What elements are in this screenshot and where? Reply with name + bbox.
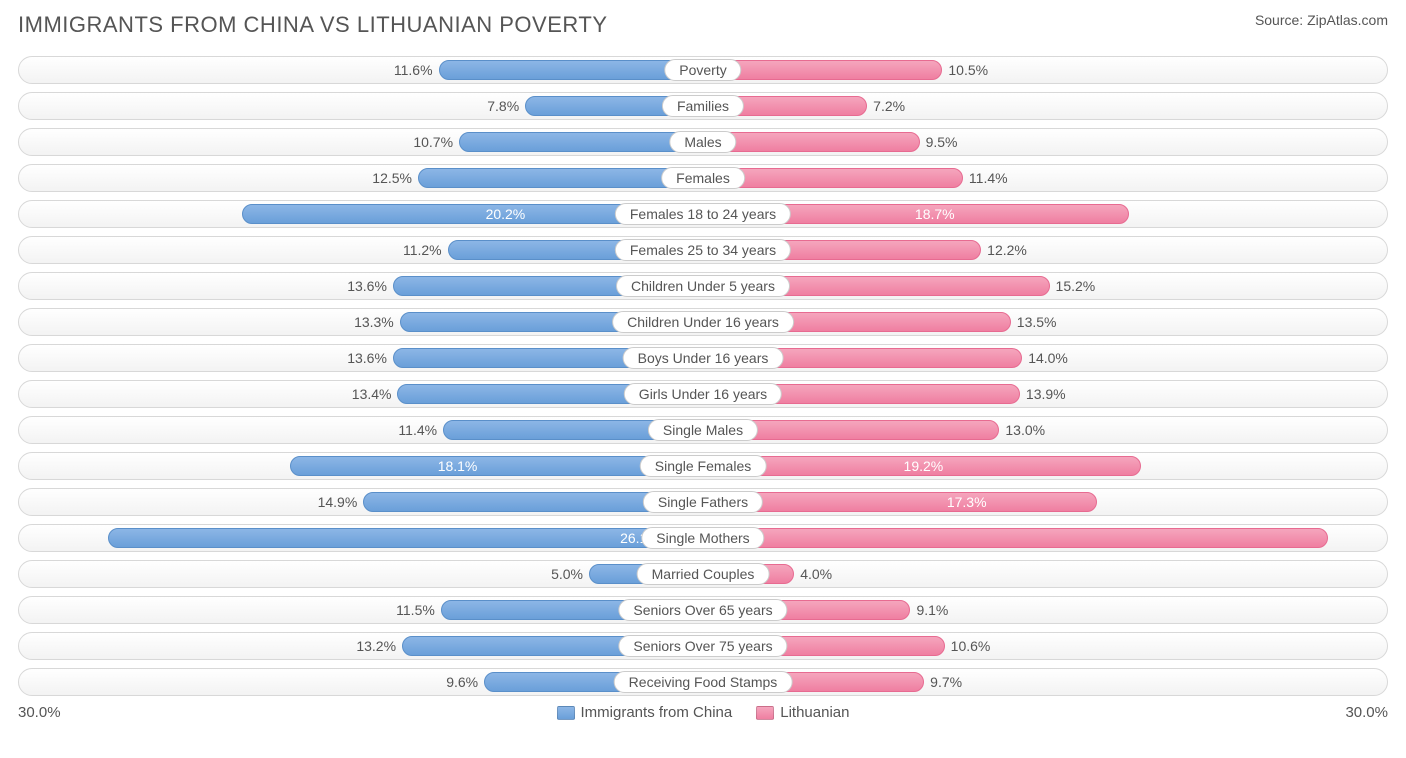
chart-row: 13.6% 14.0% Boys Under 16 years bbox=[18, 344, 1388, 372]
value-right: 11.4% bbox=[963, 165, 1014, 191]
value-right: 7.2% bbox=[867, 93, 911, 119]
value-right: 17.3% bbox=[941, 489, 993, 515]
value-left: 11.5% bbox=[390, 597, 441, 623]
value-right: 9.5% bbox=[920, 129, 964, 155]
diverging-bar-chart: 11.6% 10.5% Poverty 7.8% 7.2% Families 10.7% 9.… bbox=[18, 56, 1388, 696]
value-right: 18.7% bbox=[909, 201, 961, 227]
chart-row: 26.1%27.4%Single Mothers bbox=[18, 524, 1388, 552]
category-label: Married Couples bbox=[637, 563, 770, 585]
chart-row: 11.6% 10.5% Poverty bbox=[18, 56, 1388, 84]
value-right: 9.7% bbox=[924, 669, 968, 695]
chart-row: 14.9% 17.3% Single Fathers bbox=[18, 488, 1388, 516]
legend-item-left: Immigrants from China bbox=[557, 704, 733, 721]
category-label: Males bbox=[669, 131, 736, 153]
chart-row: 11.2% 12.2% Females 25 to 34 years bbox=[18, 236, 1388, 264]
value-left: 13.6% bbox=[341, 345, 393, 371]
category-label: Families bbox=[662, 95, 744, 117]
category-label: Seniors Over 65 years bbox=[618, 599, 787, 621]
chart-row: 13.4% 13.9% Girls Under 16 years bbox=[18, 380, 1388, 408]
category-label: Females bbox=[661, 167, 745, 189]
legend-swatch-right bbox=[756, 706, 774, 720]
value-right: 10.5% bbox=[942, 57, 994, 83]
bar-right bbox=[703, 528, 1328, 548]
chart-row: 5.0% 4.0% Married Couples bbox=[18, 560, 1388, 588]
value-left: 13.6% bbox=[341, 273, 393, 299]
chart-row: 11.4% 13.0% Single Males bbox=[18, 416, 1388, 444]
value-right: 10.6% bbox=[945, 633, 997, 659]
chart-row: 13.3% 13.5% Children Under 16 years bbox=[18, 308, 1388, 336]
value-right: 15.2% bbox=[1050, 273, 1102, 299]
category-label: Seniors Over 75 years bbox=[618, 635, 787, 657]
legend-label-left: Immigrants from China bbox=[581, 704, 733, 721]
value-left: 20.2% bbox=[480, 201, 532, 227]
value-right: 12.2% bbox=[981, 237, 1033, 263]
value-left: 14.9% bbox=[312, 489, 364, 515]
chart-row: 9.6% 9.7% Receiving Food Stamps bbox=[18, 668, 1388, 696]
value-right: 13.9% bbox=[1020, 381, 1072, 407]
category-label: Boys Under 16 years bbox=[623, 347, 784, 369]
legend-swatch-left bbox=[557, 706, 575, 720]
category-label: Single Females bbox=[640, 455, 767, 477]
source-label: Source: bbox=[1255, 12, 1303, 28]
category-label: Females 25 to 34 years bbox=[615, 239, 791, 261]
header: IMMIGRANTS FROM CHINA VS LITHUANIAN POVE… bbox=[18, 12, 1388, 38]
chart-row: 13.2% 10.6% Seniors Over 75 years bbox=[18, 632, 1388, 660]
page-title: IMMIGRANTS FROM CHINA VS LITHUANIAN POVE… bbox=[18, 12, 608, 38]
value-right: 14.0% bbox=[1022, 345, 1074, 371]
category-label: Females 18 to 24 years bbox=[615, 203, 791, 225]
category-label: Poverty bbox=[664, 59, 741, 81]
chart-row: 18.1% 19.2% Single Females bbox=[18, 452, 1388, 480]
value-left: 18.1% bbox=[432, 453, 484, 479]
value-left: 13.2% bbox=[350, 633, 402, 659]
category-label: Single Mothers bbox=[641, 527, 764, 549]
value-right: 13.0% bbox=[999, 417, 1051, 443]
legend-label-right: Lithuanian bbox=[780, 704, 849, 721]
chart-row: 11.5% 9.1% Seniors Over 65 years bbox=[18, 596, 1388, 624]
value-left: 11.6% bbox=[388, 57, 439, 83]
source: Source: ZipAtlas.com bbox=[1255, 12, 1388, 28]
value-left: 5.0% bbox=[545, 561, 589, 587]
category-label: Girls Under 16 years bbox=[624, 383, 782, 405]
value-left: 10.7% bbox=[407, 129, 459, 155]
value-right: 4.0% bbox=[794, 561, 838, 587]
axis-max-right: 30.0% bbox=[1345, 704, 1388, 721]
category-label: Children Under 5 years bbox=[616, 275, 790, 297]
category-label: Children Under 16 years bbox=[612, 311, 794, 333]
chart-row: 13.6% 15.2% Children Under 5 years bbox=[18, 272, 1388, 300]
chart-row: 12.5% 11.4% Females bbox=[18, 164, 1388, 192]
value-right: 9.1% bbox=[910, 597, 954, 623]
value-left: 9.6% bbox=[440, 669, 484, 695]
value-left: 11.4% bbox=[392, 417, 443, 443]
category-label: Receiving Food Stamps bbox=[614, 671, 793, 693]
value-left: 12.5% bbox=[366, 165, 418, 191]
bar-left bbox=[459, 132, 703, 152]
chart-row: 7.8% 7.2% Families bbox=[18, 92, 1388, 120]
value-left: 13.4% bbox=[346, 381, 398, 407]
value-right: 13.5% bbox=[1011, 309, 1063, 335]
value-left: 13.3% bbox=[348, 309, 400, 335]
chart-row: 10.7% 9.5% Males bbox=[18, 128, 1388, 156]
value-left: 11.2% bbox=[397, 237, 448, 263]
chart-row: 20.2% 18.7% Females 18 to 24 years bbox=[18, 200, 1388, 228]
legend-item-right: Lithuanian bbox=[756, 704, 849, 721]
source-name: ZipAtlas.com bbox=[1307, 12, 1388, 28]
category-label: Single Males bbox=[648, 419, 758, 441]
axis-row: 30.0% Immigrants from China Lithuanian 3… bbox=[18, 704, 1388, 721]
category-label: Single Fathers bbox=[643, 491, 763, 513]
value-left: 7.8% bbox=[481, 93, 525, 119]
legend: Immigrants from China Lithuanian bbox=[557, 704, 850, 721]
value-right: 19.2% bbox=[898, 453, 950, 479]
axis-max-left: 30.0% bbox=[18, 704, 61, 721]
